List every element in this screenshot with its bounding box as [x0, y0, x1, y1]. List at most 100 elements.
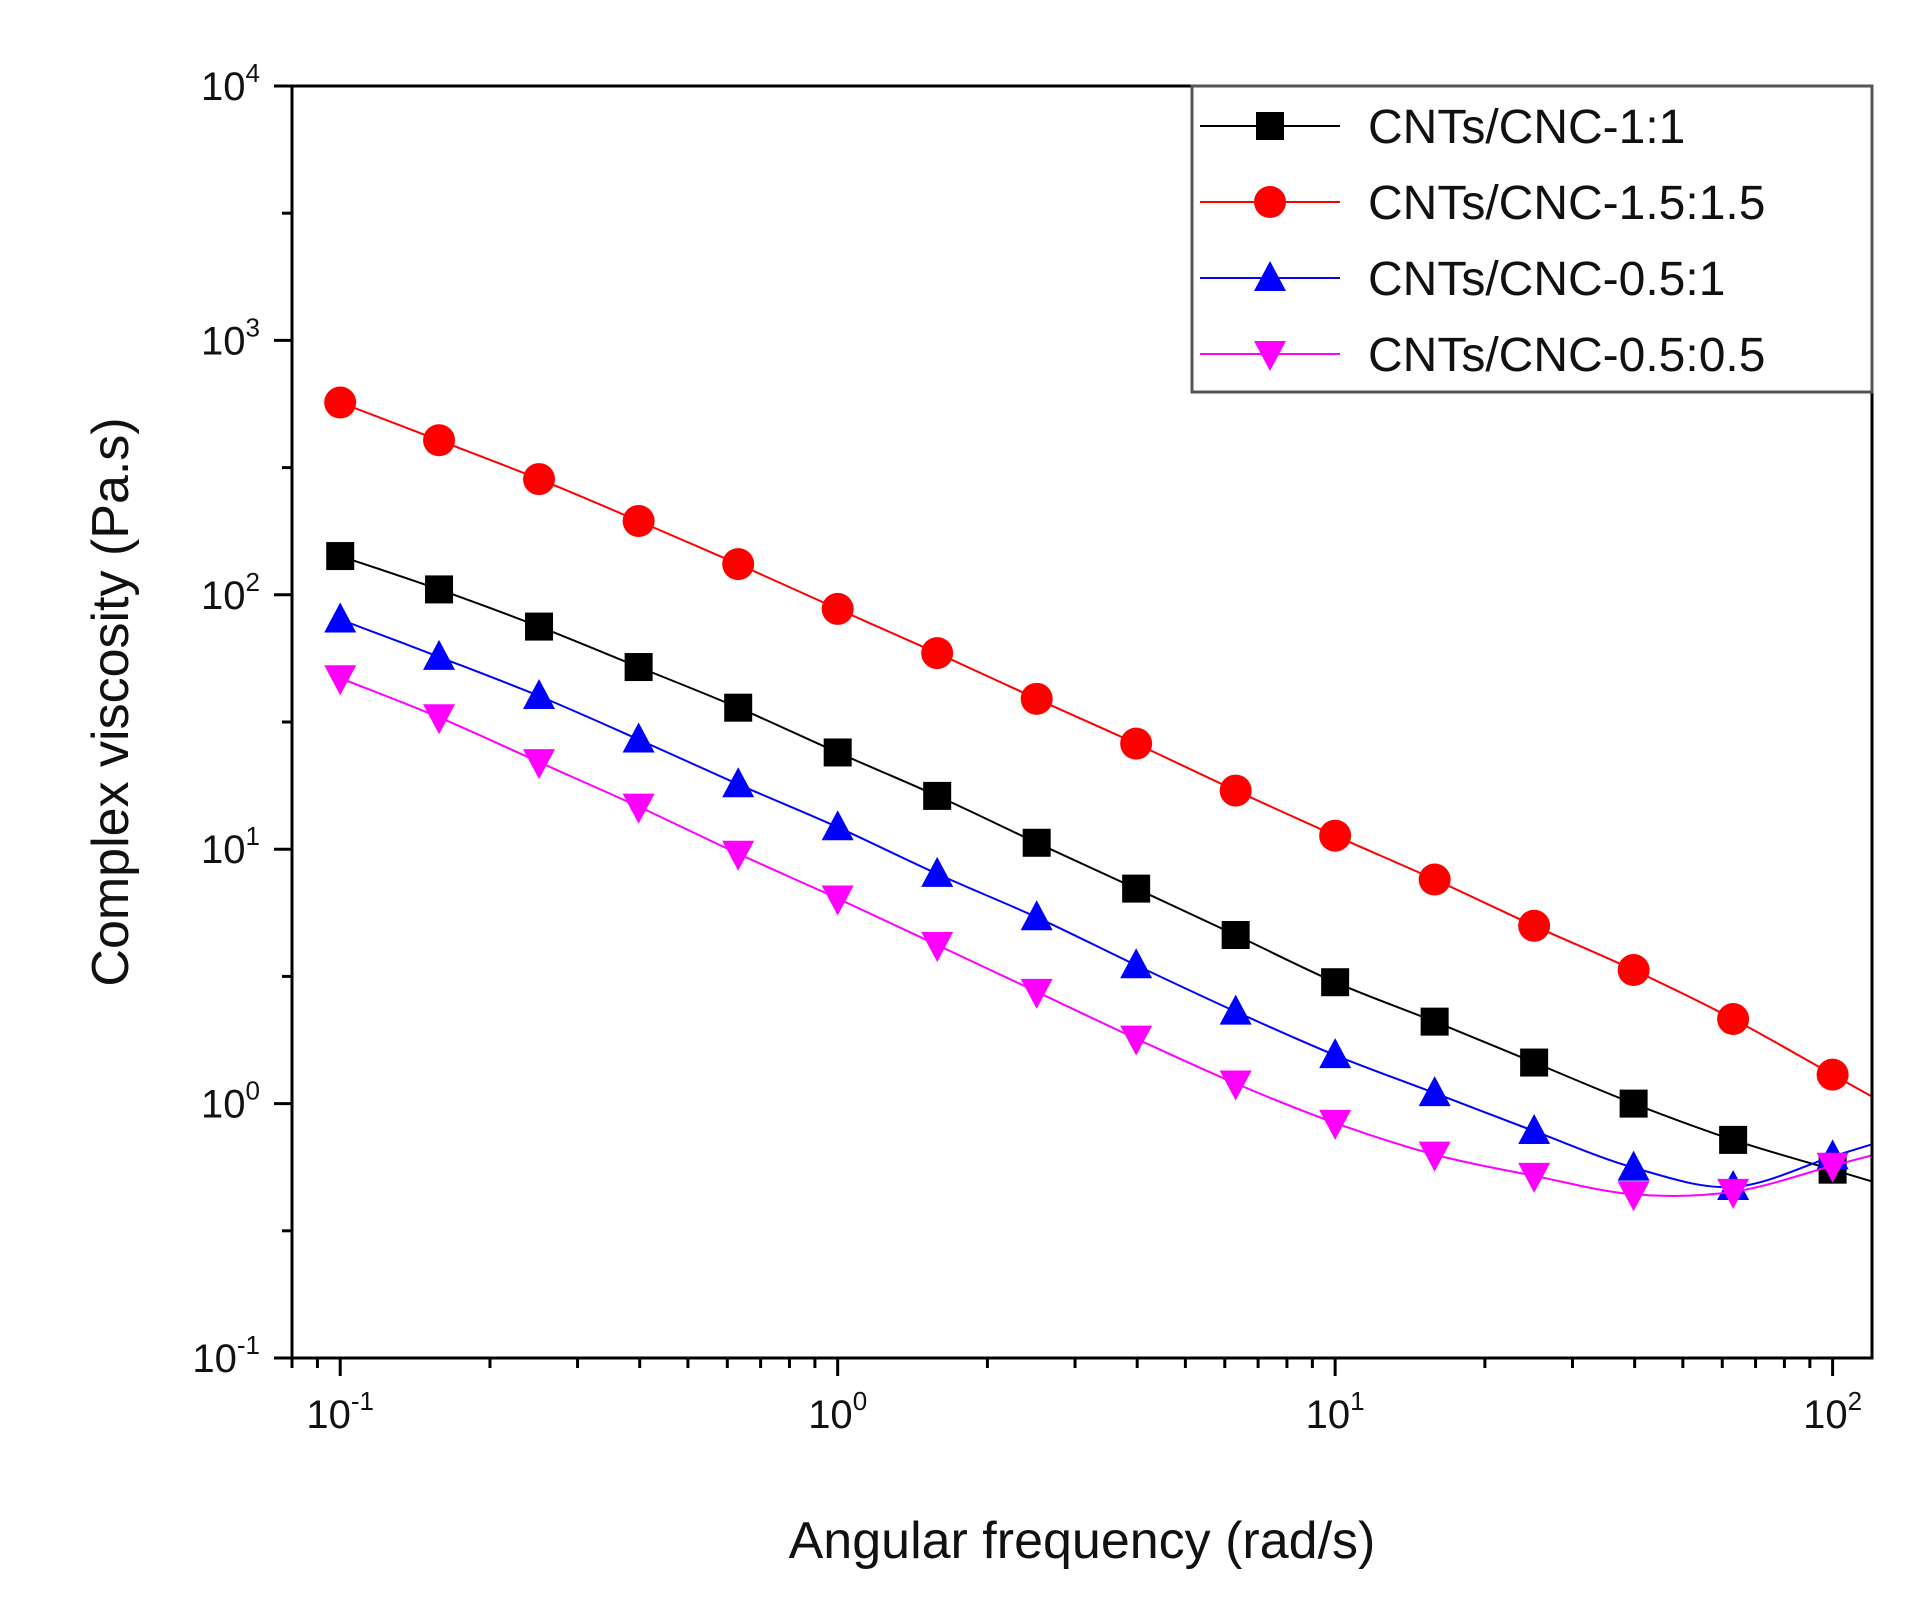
data-point: [921, 932, 954, 963]
data-point: [823, 738, 852, 767]
data-point: [423, 704, 456, 735]
x-tick-label: 102: [1803, 1386, 1862, 1437]
y-tick-label: 102: [201, 567, 260, 618]
data-point: [1418, 1076, 1451, 1107]
y-tick-label: 101: [201, 821, 260, 872]
tick-base: 10: [306, 1393, 351, 1437]
y-tick-label: 100: [201, 1076, 260, 1127]
data-point: [1219, 1070, 1252, 1101]
data-point: [1319, 819, 1352, 852]
tick-exponent: 0: [853, 1386, 867, 1416]
legend-label: CNTs/CNC-0.5:0.5: [1368, 329, 1765, 382]
legend-item: CNTs/CNC-1:1: [1200, 101, 1685, 154]
data-point: [1520, 1048, 1549, 1077]
legend-marker: [1254, 341, 1286, 371]
tick-exponent: 0: [246, 1076, 260, 1106]
data-point: [324, 665, 357, 696]
data-point: [1020, 978, 1053, 1009]
tick-exponent: 1: [1350, 1386, 1364, 1416]
data-point: [821, 885, 854, 916]
tick-base: 10: [201, 574, 246, 618]
x-axis-title: Angular frequency (rad/s): [789, 1512, 1376, 1570]
x-tick-label: 100: [808, 1386, 867, 1437]
tick-exponent: 2: [1848, 1386, 1862, 1416]
legend-item: CNTs/CNC-1.5:1.5: [1200, 177, 1765, 230]
data-point: [1221, 920, 1250, 949]
data-point: [423, 639, 456, 670]
data-point: [1319, 1109, 1352, 1140]
data-point: [724, 693, 753, 722]
data-point: [622, 722, 655, 753]
y-tick-label: 10-1: [192, 1330, 260, 1381]
legend: CNTs/CNC-1:1 CNTs/CNC-1.5:1.5 CNTs/CNC-0.5…: [1190, 84, 1874, 394]
data-point: [921, 637, 954, 670]
data-point: [923, 781, 952, 810]
data-point: [1617, 954, 1650, 987]
tick-base: 10: [192, 1337, 237, 1381]
legend-box: [1190, 84, 1874, 394]
tick-base: 10: [808, 1393, 853, 1437]
data-point: [821, 592, 854, 625]
data-point: [1719, 1125, 1748, 1154]
y-tick-label: 103: [201, 312, 260, 363]
y-axis-title: Complex viscosity (Pa.s): [82, 417, 140, 986]
tick-exponent: -1: [237, 1330, 260, 1360]
data-point: [1619, 1089, 1648, 1118]
series-2: [324, 386, 1873, 1098]
data-point: [1020, 900, 1053, 931]
data-point: [1518, 909, 1551, 942]
data-point: [1122, 874, 1151, 903]
data-point: [326, 542, 355, 571]
data-point: [523, 679, 556, 710]
data-point: [1816, 1058, 1849, 1091]
legend-item: CNTs/CNC-0.5:1: [1200, 253, 1725, 306]
data-point: [1219, 994, 1252, 1025]
tick-base: 10: [1306, 1393, 1351, 1437]
data-point: [624, 653, 653, 682]
data-point: [523, 749, 556, 780]
y-tick-label: 104: [201, 58, 260, 109]
data-point: [622, 793, 655, 824]
legend-marker: [1254, 186, 1286, 218]
data-point: [1816, 1152, 1849, 1183]
tick-exponent: 4: [246, 58, 260, 88]
x-axis: 10-1 100 101 102: [290, 1358, 1862, 1437]
tick-base: 10: [1803, 1393, 1848, 1437]
data-point: [1120, 1025, 1153, 1056]
data-point: [1518, 1114, 1551, 1145]
data-point: [821, 810, 854, 841]
tick-base: 10: [201, 828, 246, 872]
legend-label: CNTs/CNC-1.5:1.5: [1368, 177, 1765, 230]
data-point: [523, 463, 556, 496]
tick-exponent: 2: [246, 567, 260, 597]
tick-base: 10: [201, 1083, 246, 1127]
tick-exponent: 3: [246, 312, 260, 342]
data-point: [1717, 1003, 1750, 1036]
data-point: [722, 767, 755, 798]
legend-item: CNTs/CNC-0.5:0.5: [1200, 329, 1765, 382]
legend-marker: [1254, 261, 1286, 291]
data-point: [1219, 774, 1252, 807]
data-point: [423, 424, 456, 457]
data-point: [1617, 1181, 1650, 1212]
x-tick-label: 101: [1306, 1386, 1365, 1437]
series-4: [324, 665, 1873, 1212]
data-point: [622, 505, 655, 538]
series-layer: [324, 386, 1873, 1212]
data-point: [1120, 948, 1153, 979]
legend-label: CNTs/CNC-1:1: [1368, 101, 1685, 154]
data-point: [722, 548, 755, 581]
data-point: [425, 575, 454, 604]
data-point: [1020, 682, 1053, 715]
data-point: [921, 856, 954, 887]
tick-base: 10: [201, 319, 246, 363]
data-point: [1518, 1162, 1551, 1193]
legend-marker: [1256, 112, 1284, 140]
data-point: [1617, 1150, 1650, 1181]
series-1: [326, 542, 1873, 1184]
data-point: [722, 840, 755, 871]
legend-label: CNTs/CNC-0.5:1: [1368, 253, 1725, 306]
data-point: [1418, 1141, 1451, 1172]
